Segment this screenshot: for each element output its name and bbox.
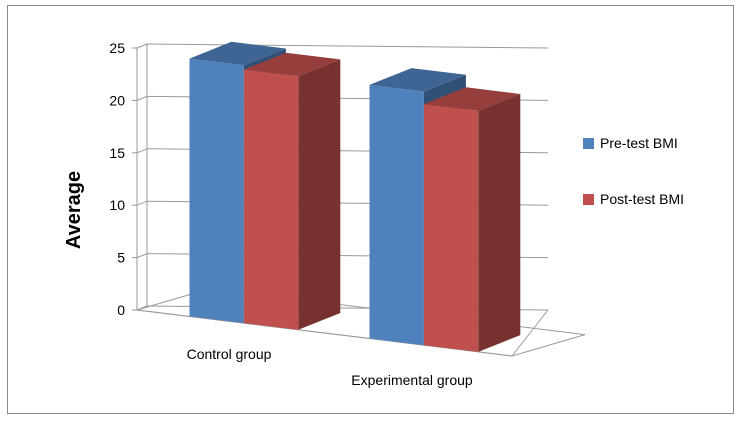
bar-top [423, 87, 521, 111]
gridline-side [136, 43, 148, 49]
bars [189, 41, 521, 352]
y-tick-labels: 0 5 10 15 20 25 [109, 40, 125, 318]
gridline-side [136, 95, 148, 101]
y-tick-label: 15 [109, 145, 125, 161]
y-tick-label: 20 [109, 92, 125, 108]
legend-label: Post-test BMI [600, 191, 684, 207]
bar-front [423, 104, 479, 352]
legend-item: Post-test BMI [583, 191, 684, 207]
category-label: Control group [187, 346, 272, 362]
gridline-side [136, 148, 148, 154]
bar-top [189, 41, 286, 66]
bar-front [369, 84, 424, 346]
bar-front [189, 58, 244, 324]
gridline [146, 43, 549, 49]
y-axis-title: Average [63, 171, 85, 249]
bar-top [243, 52, 341, 77]
gridline-side [136, 305, 148, 311]
category-label: Experimental group [351, 372, 473, 388]
y-tick-label: 25 [109, 40, 125, 56]
gridline-side [136, 253, 148, 259]
legend-swatch [583, 194, 594, 205]
floor-right-edge [511, 309, 549, 357]
bar [243, 52, 341, 330]
bar-side [298, 59, 341, 330]
y-tick-label: 10 [109, 197, 125, 213]
category-labels: Control group Experimental group [187, 346, 473, 388]
bar-front [243, 69, 299, 330]
bar-side [478, 94, 521, 352]
legend-item: Pre-test BMI [583, 135, 678, 151]
gridline-side [136, 200, 148, 206]
bar [423, 87, 521, 352]
bar-top [369, 68, 466, 92]
y-tick-label: 5 [117, 250, 125, 266]
legend: Pre-test BMI Post-test BMI [583, 135, 684, 207]
legend-label: Pre-test BMI [600, 135, 678, 151]
legend-swatch [583, 138, 594, 149]
y-tick-label: 0 [117, 302, 125, 318]
